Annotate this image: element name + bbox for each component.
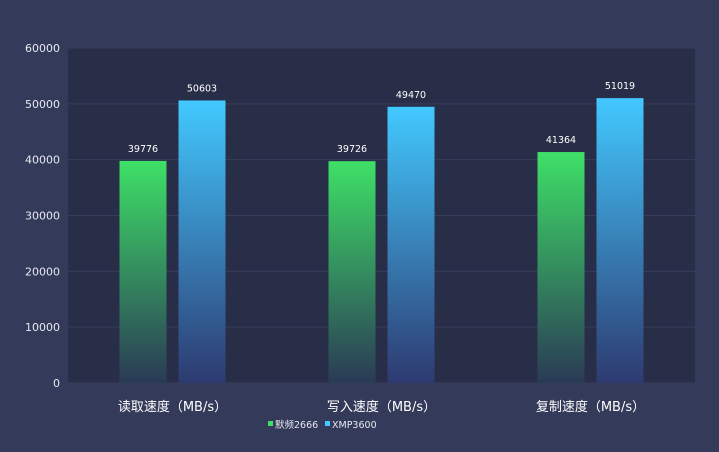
y-tick-label: 30000 bbox=[25, 210, 60, 223]
x-axis: 读取速度（MB/s） 写入速度（MB/s） 复制速度（MB/s） bbox=[118, 399, 645, 415]
y-tick-label: 60000 bbox=[25, 42, 60, 55]
bars: 39776 50603 39726 49470 41364 51019 bbox=[119, 81, 644, 383]
data-label: 50603 bbox=[187, 83, 217, 94]
bar-xmp-0 bbox=[178, 100, 226, 383]
bar-default-1 bbox=[328, 161, 376, 383]
legend: 默频2666 XMP3600 bbox=[268, 419, 377, 431]
gridlines bbox=[68, 47, 695, 384]
y-tick-label: 40000 bbox=[25, 154, 60, 167]
bar-default-2 bbox=[537, 152, 585, 383]
y-tick-label: 20000 bbox=[25, 265, 60, 278]
y-tick-label: 10000 bbox=[25, 321, 60, 334]
bar-xmp-2 bbox=[596, 98, 644, 383]
legend-item-label: XMP3600 bbox=[332, 420, 377, 431]
data-label: 39776 bbox=[128, 144, 158, 155]
bar-default-0 bbox=[119, 160, 167, 383]
data-label: 41364 bbox=[546, 135, 576, 146]
x-category-label: 复制速度（MB/s） bbox=[536, 399, 645, 415]
y-tick-label: 0 bbox=[53, 377, 60, 390]
x-category-label: 写入速度（MB/s） bbox=[327, 399, 436, 415]
legend-swatch bbox=[268, 421, 273, 426]
data-label: 49470 bbox=[396, 90, 426, 101]
data-label: 39726 bbox=[337, 144, 367, 155]
data-label: 51019 bbox=[605, 81, 635, 92]
legend-item-label: 默频2666 bbox=[275, 419, 318, 431]
x-category-label: 读取速度（MB/s） bbox=[118, 399, 227, 415]
y-axis: 0 10000 20000 30000 40000 50000 60000 bbox=[25, 42, 60, 390]
bar-xmp-1 bbox=[387, 106, 435, 383]
y-tick-label: 50000 bbox=[25, 98, 60, 111]
legend-swatch bbox=[325, 421, 330, 426]
